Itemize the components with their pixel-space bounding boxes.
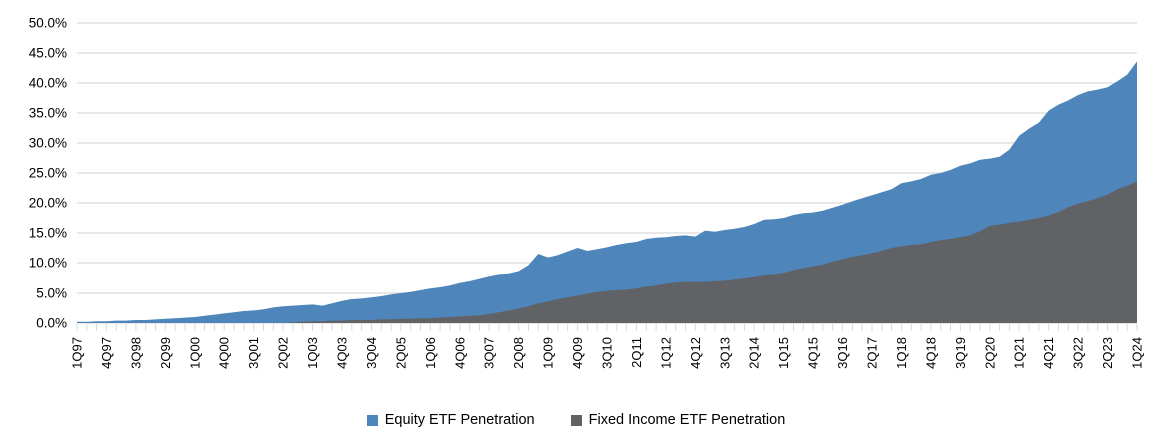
svg-text:4Q21: 4Q21 — [1041, 337, 1056, 369]
svg-text:50.0%: 50.0% — [29, 16, 67, 31]
svg-text:4Q06: 4Q06 — [452, 337, 467, 369]
svg-text:1Q06: 1Q06 — [423, 337, 438, 369]
svg-text:3Q01: 3Q01 — [246, 337, 261, 369]
svg-text:2Q14: 2Q14 — [747, 337, 762, 369]
svg-text:1Q21: 1Q21 — [1012, 337, 1027, 369]
svg-text:2Q23: 2Q23 — [1100, 337, 1115, 369]
svg-text:4Q00: 4Q00 — [217, 337, 232, 369]
svg-text:1Q97: 1Q97 — [70, 337, 85, 369]
svg-text:1Q15: 1Q15 — [776, 337, 791, 369]
svg-text:30.0%: 30.0% — [29, 136, 67, 151]
svg-text:2Q17: 2Q17 — [865, 337, 880, 369]
svg-text:2Q20: 2Q20 — [982, 337, 997, 369]
svg-text:40.0%: 40.0% — [29, 76, 67, 91]
svg-text:15.0%: 15.0% — [29, 226, 67, 241]
legend-swatch-fixed-income-icon — [570, 414, 582, 426]
svg-text:4Q97: 4Q97 — [99, 337, 114, 369]
legend-label-fixed-income: Fixed Income ETF Penetration — [588, 412, 786, 428]
svg-text:3Q98: 3Q98 — [128, 337, 143, 369]
svg-text:4Q15: 4Q15 — [806, 337, 821, 369]
svg-text:45.0%: 45.0% — [29, 46, 67, 61]
legend-item-fixed-income: Fixed Income ETF Penetration — [570, 412, 786, 428]
legend-label-equity: Equity ETF Penetration — [384, 412, 535, 428]
svg-text:1Q18: 1Q18 — [894, 337, 909, 369]
svg-text:20.0%: 20.0% — [29, 196, 67, 211]
svg-text:3Q07: 3Q07 — [482, 337, 497, 369]
svg-text:35.0%: 35.0% — [29, 106, 67, 121]
svg-text:4Q18: 4Q18 — [923, 337, 938, 369]
svg-text:1Q12: 1Q12 — [658, 337, 673, 369]
svg-text:4Q03: 4Q03 — [335, 337, 350, 369]
svg-text:5.0%: 5.0% — [36, 286, 67, 301]
svg-text:3Q19: 3Q19 — [953, 337, 968, 369]
svg-text:4Q09: 4Q09 — [570, 337, 585, 369]
svg-text:1Q09: 1Q09 — [541, 337, 556, 369]
svg-text:1Q24: 1Q24 — [1130, 337, 1145, 369]
svg-text:4Q12: 4Q12 — [688, 337, 703, 369]
svg-text:25.0%: 25.0% — [29, 166, 67, 181]
svg-text:1Q00: 1Q00 — [187, 337, 202, 369]
svg-text:0.0%: 0.0% — [36, 316, 67, 331]
svg-text:3Q10: 3Q10 — [600, 337, 615, 369]
svg-text:3Q13: 3Q13 — [717, 337, 732, 369]
svg-text:2Q08: 2Q08 — [511, 337, 526, 369]
svg-text:2Q99: 2Q99 — [158, 337, 173, 369]
svg-text:3Q22: 3Q22 — [1071, 337, 1086, 369]
svg-text:2Q11: 2Q11 — [629, 337, 644, 368]
svg-text:3Q16: 3Q16 — [835, 337, 850, 369]
svg-text:10.0%: 10.0% — [29, 256, 67, 271]
legend-item-equity: Equity ETF Penetration — [366, 412, 535, 428]
svg-text:1Q03: 1Q03 — [305, 337, 320, 369]
svg-text:2Q05: 2Q05 — [393, 337, 408, 369]
svg-text:2Q02: 2Q02 — [276, 337, 291, 369]
svg-text:3Q04: 3Q04 — [364, 337, 379, 369]
chart-legend: Equity ETF Penetration Fixed Income ETF … — [0, 400, 1152, 440]
legend-swatch-equity-icon — [366, 414, 378, 426]
area-chart-plot: 0.0% 5.0% 10.0% 15.0% 20.0% 25.0% 30.0% 35.0% 40… — [29, 16, 1145, 369]
